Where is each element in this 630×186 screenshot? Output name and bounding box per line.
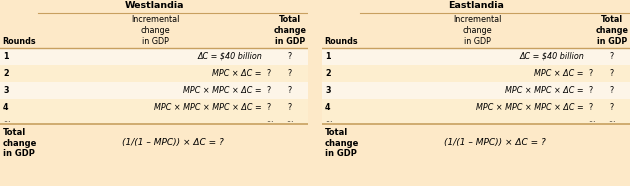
Bar <box>322 48 630 65</box>
Bar <box>0 99 308 116</box>
Text: ?: ? <box>588 86 592 95</box>
Text: ?: ? <box>610 52 614 61</box>
Bar <box>322 65 630 82</box>
Text: Incremental
change
in GDP: Incremental change in GDP <box>131 15 179 46</box>
Text: ...: ... <box>3 116 11 124</box>
Text: Rounds: Rounds <box>324 37 358 46</box>
Text: ?: ? <box>288 69 292 78</box>
Bar <box>322 0 630 48</box>
Text: Eastlandia: Eastlandia <box>448 1 504 10</box>
Text: ?: ? <box>610 69 614 78</box>
Text: ?: ? <box>266 69 270 78</box>
Bar <box>0 82 308 99</box>
Bar <box>0 65 308 82</box>
Text: 2: 2 <box>325 69 331 78</box>
Text: ...: ... <box>608 116 616 124</box>
Text: MPC × ΔC =: MPC × ΔC = <box>212 69 262 78</box>
Text: 2: 2 <box>3 69 9 78</box>
Text: ΔC = $40 billion: ΔC = $40 billion <box>519 52 584 61</box>
Bar <box>0 116 308 124</box>
Text: MPC × MPC × ΔC =: MPC × MPC × ΔC = <box>183 86 262 95</box>
Bar <box>0 48 308 65</box>
Bar <box>0 0 308 48</box>
Bar <box>0 124 308 162</box>
Text: Total
change
in GDP: Total change in GDP <box>3 128 37 158</box>
Text: (1/(1 – MPC)) × ΔC = ?: (1/(1 – MPC)) × ΔC = ? <box>122 139 224 147</box>
Text: MPC × MPC × MPC × ΔC =: MPC × MPC × MPC × ΔC = <box>154 103 262 112</box>
Text: ...: ... <box>588 116 595 124</box>
Text: Total
change
in GDP: Total change in GDP <box>325 128 359 158</box>
Text: ...: ... <box>325 116 333 124</box>
Text: Incremental
change
in GDP: Incremental change in GDP <box>453 15 501 46</box>
Bar <box>322 116 630 124</box>
Text: 1: 1 <box>3 52 8 61</box>
Text: ?: ? <box>266 103 270 112</box>
Bar <box>308 0 322 186</box>
Text: ?: ? <box>588 103 592 112</box>
Text: ?: ? <box>266 86 270 95</box>
Text: Total
change
in GDP: Total change in GDP <box>595 15 629 46</box>
Bar <box>322 124 630 162</box>
Text: ?: ? <box>610 103 614 112</box>
Text: 1: 1 <box>325 52 331 61</box>
Bar <box>322 82 630 99</box>
Text: ...: ... <box>286 116 294 124</box>
Text: ?: ? <box>288 103 292 112</box>
Bar <box>322 99 630 116</box>
Text: ?: ? <box>610 86 614 95</box>
Text: Westlandia: Westlandia <box>124 1 184 10</box>
Text: MPC × MPC × ΔC =: MPC × MPC × ΔC = <box>505 86 584 95</box>
Text: 3: 3 <box>3 86 8 95</box>
Text: Total
change
in GDP: Total change in GDP <box>273 15 307 46</box>
Text: ?: ? <box>588 69 592 78</box>
Text: MPC × ΔC =: MPC × ΔC = <box>534 69 584 78</box>
Text: 3: 3 <box>325 86 331 95</box>
Text: 4: 4 <box>3 103 8 112</box>
Text: Rounds: Rounds <box>2 37 36 46</box>
Text: MPC × MPC × MPC × ΔC =: MPC × MPC × MPC × ΔC = <box>476 103 584 112</box>
Text: ...: ... <box>266 116 273 124</box>
Text: (1/(1 – MPC)) × ΔC = ?: (1/(1 – MPC)) × ΔC = ? <box>444 139 546 147</box>
Text: 4: 4 <box>325 103 331 112</box>
Text: ?: ? <box>288 52 292 61</box>
Text: ?: ? <box>288 86 292 95</box>
Text: ΔC = $40 billion: ΔC = $40 billion <box>197 52 262 61</box>
